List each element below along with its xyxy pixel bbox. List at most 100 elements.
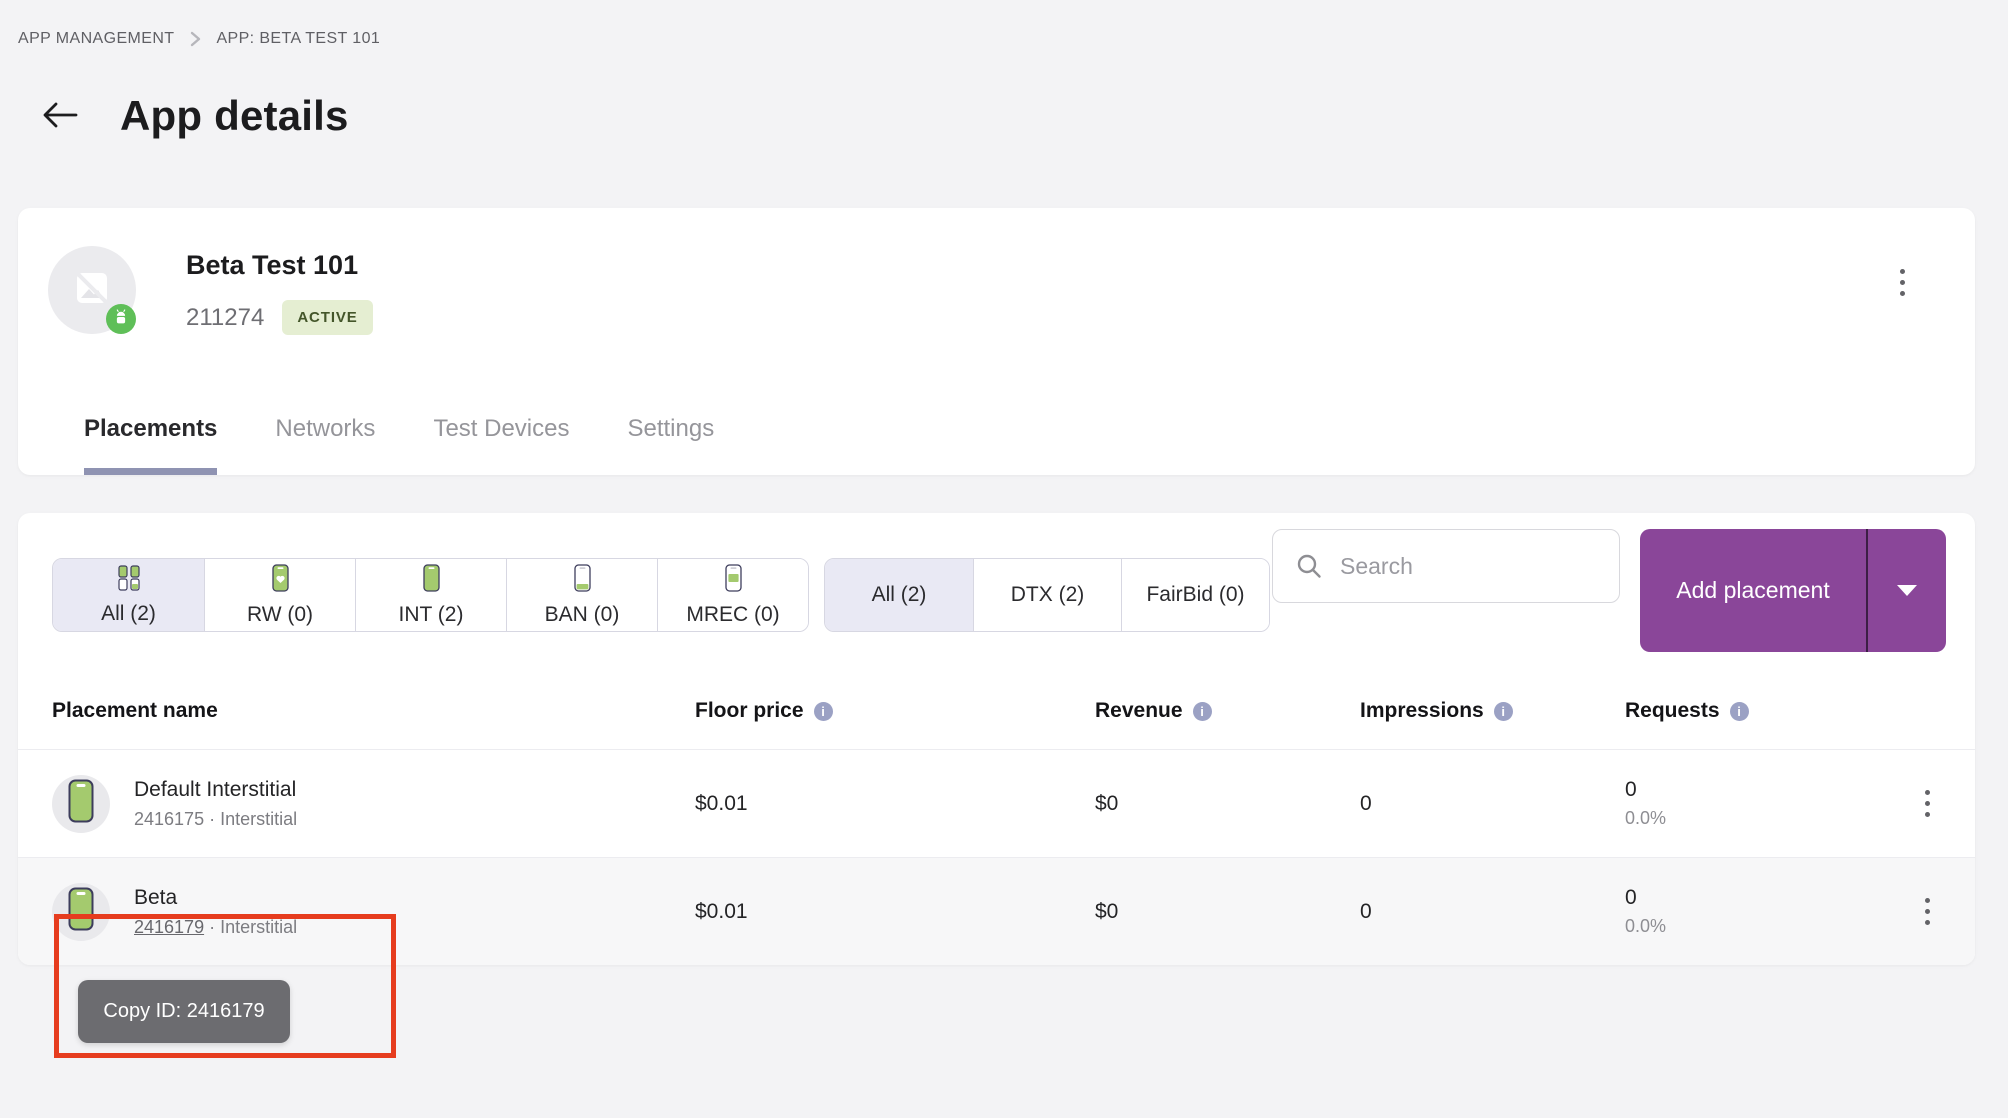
android-platform-badge: [106, 304, 136, 334]
info-icon[interactable]: i: [813, 701, 833, 721]
app-info-card: Beta Test 101 211274 ACTIVE Placements N…: [18, 208, 1975, 475]
breadcrumb-current-app: APP: BETA TEST 101: [216, 30, 381, 47]
type-filter-banner[interactable]: BAN (0): [506, 559, 657, 631]
kebab-icon: [1899, 268, 1905, 296]
phone-interstitial-icon: [422, 563, 440, 598]
phone-mrec-icon: [724, 563, 742, 598]
placements-card: All (2) RW (0) INT (2): [18, 513, 1975, 965]
impressions-value: 0: [1360, 791, 1372, 815]
phone-rewarded-icon: [271, 563, 289, 598]
floor-price-value: $0.01: [695, 791, 748, 815]
android-icon: [112, 308, 130, 331]
column-label: Revenue: [1095, 699, 1183, 722]
requests-value: 0: [1625, 886, 1637, 909]
breadcrumb-app-management[interactable]: APP MANAGEMENT: [18, 30, 175, 47]
floor-price-value: $0.01: [695, 899, 748, 923]
placement-name: Beta: [134, 885, 178, 909]
revenue-value: $0: [1095, 899, 1119, 923]
placement-avatar: [52, 882, 110, 941]
placement-id-link[interactable]: 2416179: [134, 916, 205, 937]
type-filter-rw-label: RW (0): [246, 602, 314, 626]
impressions-value: 0: [1360, 899, 1372, 923]
separator-dot: ·: [209, 916, 216, 937]
app-menu-button[interactable]: [1884, 260, 1920, 304]
app-id-row: 211274 ACTIVE: [186, 300, 373, 335]
table-row: Default Interstitial 2416175 · Interstit…: [18, 750, 1975, 858]
app-id: 211274: [186, 303, 265, 331]
column-revenue: Revenue i: [1095, 699, 1360, 723]
tab-placements[interactable]: Placements: [84, 415, 218, 475]
tab-bar: Placements Networks Test Devices Setting…: [84, 415, 714, 475]
phones-grid-icon: [116, 564, 142, 597]
type-filter-group: All (2) RW (0) INT (2): [52, 558, 809, 632]
column-floor-price: Floor price i: [695, 699, 1095, 723]
placement-subtitle: 2416179 · Interstitial: [134, 917, 297, 938]
status-badge: ACTIVE: [282, 300, 373, 335]
placement-name-cell: Beta 2416179 · Interstitial: [52, 882, 695, 941]
phone-banner-icon: [573, 563, 591, 598]
image-placeholder-icon: [69, 265, 115, 316]
placement-avatar: [52, 774, 110, 833]
tab-test-devices[interactable]: Test Devices: [433, 415, 570, 442]
source-filter-fairbid[interactable]: FairBid (0): [1121, 559, 1269, 631]
kebab-icon: [1925, 898, 1930, 925]
table-row: Beta 2416179 · Interstitial $0.01 $0 0 0…: [18, 858, 1975, 965]
requests-cell: 0 0.0%: [1625, 886, 1880, 937]
column-label: Floor price: [695, 699, 804, 722]
search-input[interactable]: [1338, 551, 1619, 581]
info-icon[interactable]: i: [1493, 701, 1513, 721]
placement-name-cell: Default Interstitial 2416175 · Interstit…: [52, 774, 695, 833]
tab-settings[interactable]: Settings: [627, 415, 715, 442]
copy-id-tooltip: Copy ID: 2416179: [78, 980, 290, 1043]
search-box: [1272, 529, 1620, 603]
requests-value: 0: [1625, 778, 1637, 801]
add-placement-button[interactable]: Add placement: [1640, 529, 1866, 652]
source-filter-group: All (2) DTX (2) FairBid (0): [824, 558, 1270, 632]
type-filter-ban-label: BAN (0): [544, 602, 620, 626]
placement-type: Interstitial: [220, 808, 298, 829]
column-requests: Requests i: [1625, 699, 1880, 723]
type-filter-interstitial[interactable]: INT (2): [355, 559, 506, 631]
table-header: Placement name Floor price i Revenue i I…: [18, 673, 1975, 750]
type-filter-mrec-label: MREC (0): [686, 602, 780, 626]
app-avatar: [48, 246, 136, 334]
caret-down-icon: [1897, 585, 1917, 596]
placement-subtitle: 2416175 · Interstitial: [134, 809, 297, 830]
row-menu-button[interactable]: [1911, 890, 1945, 934]
column-impressions: Impressions i: [1360, 699, 1625, 723]
info-icon[interactable]: i: [1729, 701, 1749, 721]
add-placement-dropdown-button[interactable]: [1866, 529, 1946, 652]
source-filter-all[interactable]: All (2): [825, 559, 973, 631]
info-icon[interactable]: i: [1192, 701, 1212, 721]
type-filter-all-label: All (2): [101, 601, 156, 625]
page-title: App details: [120, 92, 349, 139]
add-placement-split-button: Add placement: [1640, 529, 1946, 652]
app-name: Beta Test 101: [186, 250, 359, 280]
row-menu-button[interactable]: [1911, 782, 1945, 826]
source-filter-dtx[interactable]: DTX (2): [973, 559, 1121, 631]
revenue-value: $0: [1095, 791, 1119, 815]
placement-name: Default Interstitial: [134, 777, 297, 801]
search-icon: [1295, 552, 1323, 580]
column-label: Placement name: [52, 699, 218, 722]
requests-cell: 0 0.0%: [1625, 778, 1880, 829]
back-arrow-icon: [40, 99, 80, 134]
tab-networks[interactable]: Networks: [275, 415, 376, 442]
breadcrumb: APP MANAGEMENT APP: BETA TEST 101: [18, 30, 380, 48]
type-filter-mrec[interactable]: MREC (0): [657, 559, 808, 631]
column-label: Impressions: [1360, 699, 1484, 722]
separator-dot: ·: [209, 808, 216, 829]
fill-rate-value: 0.0%: [1625, 916, 1667, 936]
placement-type: Interstitial: [220, 916, 298, 937]
back-button[interactable]: [38, 96, 82, 136]
type-filter-rewarded[interactable]: RW (0): [204, 559, 355, 631]
column-placement-name: Placement name: [52, 699, 695, 723]
kebab-icon: [1925, 790, 1930, 817]
chevron-right-icon: [188, 30, 202, 48]
placement-id: 2416175: [134, 808, 205, 829]
phone-interstitial-icon: [68, 887, 94, 936]
page-header: App details: [38, 92, 349, 140]
phone-interstitial-icon: [68, 779, 94, 828]
type-filter-int-label: INT (2): [398, 602, 464, 626]
type-filter-all[interactable]: All (2): [53, 559, 204, 631]
